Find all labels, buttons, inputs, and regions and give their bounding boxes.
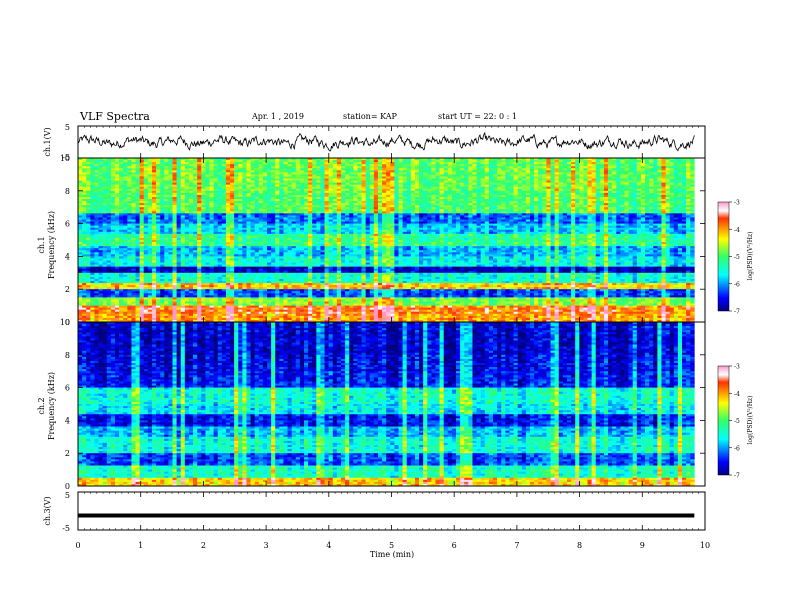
ch1-spectrogram-panel: 0 2 4 6 8 10 ch.1 Frequency (kHz) (37, 154, 706, 327)
header-station: station= KAP (343, 112, 397, 121)
ch1-spectrogram-image (78, 158, 695, 323)
spec1-ytick-0: 0 (65, 318, 70, 327)
cb1-ticks-tick--3: -3 (734, 200, 740, 207)
ch3-waveform-panel: 5 -5 ch.3(V) 0 1 2 3 4 5 6 7 8 9 10 Time (min) (43, 126, 710, 559)
cb2-ticks-tick--4: -4 (734, 391, 740, 398)
x-tick-7: 7 (514, 541, 519, 550)
cb2-ticks-tick--6: -6 (734, 445, 740, 452)
cb2-ticks-tick--5: -5 (734, 418, 740, 425)
spec2-ytick-6: 6 (65, 384, 70, 393)
header-date: Apr. 1 , 2019 (252, 112, 304, 121)
colorbar-ch1-gradient (717, 201, 730, 312)
ch2-spectrogram-image (78, 322, 695, 487)
spec1-ytick-8: 8 (65, 187, 70, 196)
x-tick-3: 3 (264, 541, 269, 550)
chart-title: VLF Spectra (80, 110, 150, 123)
x-tick-9: 9 (640, 541, 645, 550)
ch1-wave-ylabel: ch.1(V) (43, 127, 52, 156)
ch1-wave-ytick-top: 5 (65, 123, 70, 132)
cb2-ticks-tick--3: -3 (734, 364, 740, 371)
x-axis-label: Time (min) (370, 550, 414, 559)
ch3-wave-ytick-top: 5 (65, 491, 70, 500)
colorbar-ch1: -3 -4 -5 -6 -7 log(PSD)(V²/Hz) (717, 200, 754, 316)
x-tick-10: 10 (700, 541, 710, 550)
x-tick-2: 2 (201, 541, 206, 550)
spec1-ytick-10: 10 (60, 154, 70, 163)
spec2-ytick-10: 10 (60, 318, 70, 327)
spec1-ytick-2: 2 (65, 285, 70, 294)
ch1-waveform-panel: 5 -5 ch.1(V) (43, 123, 706, 162)
ch2-spectrogram-panel: 0 2 4 6 8 10 ch.2 Frequency (kHz) (37, 318, 706, 491)
colorbar-ch2-gradient (717, 365, 730, 476)
colorbar-ch2-label: log(PSD)(V²/Hz) (747, 396, 754, 445)
x-tick-1: 1 (138, 541, 143, 550)
ch2-freq-label: Frequency (kHz) (47, 372, 56, 440)
ch1-waveform-line (77, 131, 695, 152)
x-tick-0: 0 (75, 541, 80, 550)
spec2-ytick-0: 0 (65, 482, 70, 491)
x-tick-8: 8 (577, 541, 582, 550)
spec2-ytick-4: 4 (65, 416, 70, 425)
cb1-ticks-tick--7: -7 (734, 309, 740, 316)
ch1-freq-label: Frequency (kHz) (47, 211, 56, 279)
x-tick-6: 6 (452, 541, 457, 550)
cb2-ticks-tick--7: -7 (734, 473, 740, 480)
colorbar-ch1-label: log(PSD)(V²/Hz) (747, 232, 754, 281)
ch2-spec-label: ch.2 (37, 397, 46, 414)
colorbar-ch2: -3 -4 -5 -6 -7 log(PSD)(V²/Hz) (717, 364, 754, 480)
spec1-ytick-4: 4 (65, 252, 70, 261)
spec2-ytick-2: 2 (65, 449, 70, 458)
cb1-ticks-tick--5: -5 (734, 254, 740, 261)
spec1-ytick-6: 6 (65, 220, 70, 229)
x-tick-4: 4 (326, 541, 331, 550)
spec2-ytick-8: 8 (65, 351, 70, 360)
cb1-ticks-tick--6: -6 (734, 281, 740, 288)
ch3-wave-ylabel: ch.3(V) (43, 496, 52, 525)
ch1-spec-label: ch.1 (37, 236, 46, 253)
header-start-time: start UT = 22: 0 : 1 (438, 112, 517, 121)
ch1-wave-ytick-bottom: -5 (62, 153, 70, 162)
ch3-wave-ytick-bottom: -5 (62, 524, 70, 533)
x-tick-5: 5 (389, 541, 394, 550)
cb1-ticks-tick--4: -4 (734, 227, 740, 234)
